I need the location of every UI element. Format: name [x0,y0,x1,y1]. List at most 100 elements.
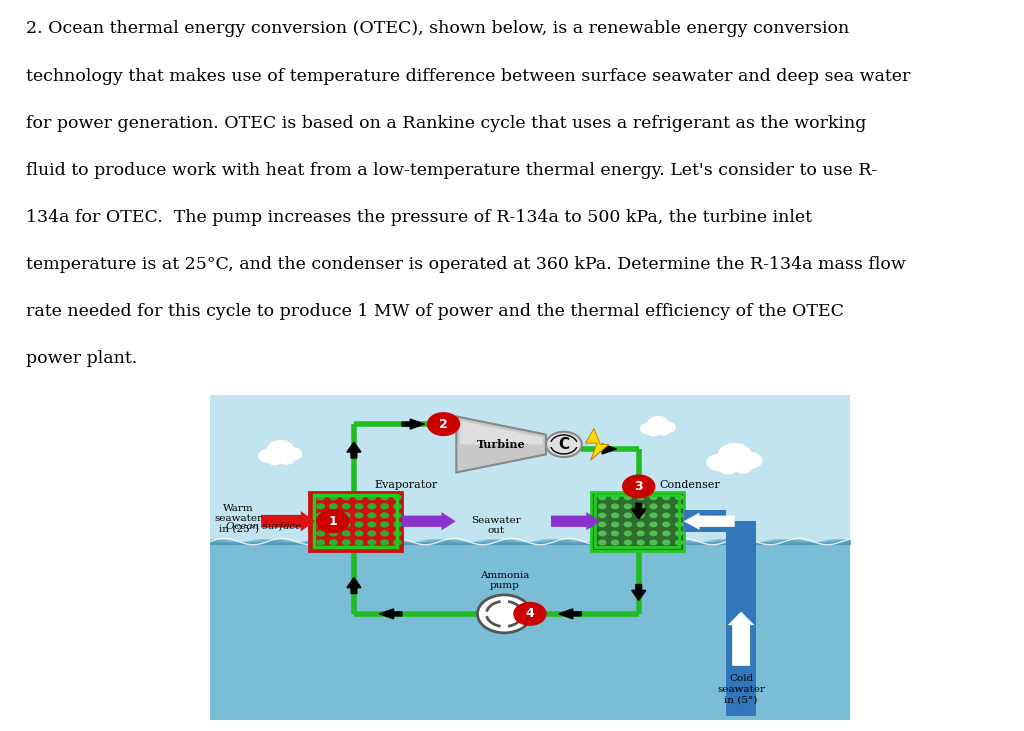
Text: C: C [558,437,569,452]
Circle shape [649,504,657,510]
Circle shape [611,521,620,527]
Circle shape [368,503,377,510]
Circle shape [354,512,364,518]
Circle shape [393,512,401,518]
Circle shape [707,454,731,471]
FancyArrow shape [401,512,456,530]
Circle shape [637,521,645,527]
Circle shape [342,494,350,501]
Circle shape [477,595,531,633]
Text: fluid to produce work with heat from a low-temperature thermal energy. Let's con: fluid to produce work with heat from a l… [26,162,877,178]
Circle shape [623,475,654,498]
Circle shape [380,503,389,510]
Circle shape [329,539,338,545]
FancyArrow shape [728,612,755,666]
Circle shape [611,504,620,510]
Circle shape [368,494,377,501]
Polygon shape [586,428,608,461]
Circle shape [611,539,620,545]
Circle shape [663,494,671,500]
Circle shape [380,530,389,537]
FancyArrow shape [600,444,616,454]
Bar [595,495,679,548]
Text: temperature is at 25°C, and the condenser is operated at 360 kPa. Determine the : temperature is at 25°C, and the condense… [26,256,905,273]
Circle shape [663,512,671,518]
Circle shape [342,530,350,537]
Circle shape [624,494,632,500]
Circle shape [675,512,683,518]
Circle shape [675,521,683,527]
Circle shape [393,494,401,501]
Circle shape [598,512,606,518]
Circle shape [611,512,620,518]
Circle shape [675,539,683,545]
Circle shape [647,428,659,436]
FancyArrow shape [551,512,600,530]
Circle shape [624,504,632,510]
Circle shape [598,504,606,510]
Circle shape [267,455,283,466]
Circle shape [640,423,656,434]
Circle shape [329,503,338,510]
Circle shape [637,504,645,510]
Polygon shape [460,420,543,444]
Circle shape [649,539,657,545]
Circle shape [649,521,657,527]
Circle shape [660,422,676,433]
Circle shape [380,539,389,545]
Circle shape [329,494,338,501]
Circle shape [354,521,364,528]
Circle shape [675,494,683,500]
Bar [684,510,726,532]
Circle shape [663,504,671,510]
Circle shape [637,512,645,518]
Circle shape [393,521,401,528]
Text: 1: 1 [329,515,337,528]
Text: Turbine: Turbine [477,439,525,450]
Circle shape [329,530,338,537]
Text: for power generation. OTEC is based on a Rankine cycle that uses a refrigerant a: for power generation. OTEC is based on a… [26,115,866,132]
Circle shape [342,539,350,545]
Circle shape [316,539,326,545]
Circle shape [342,521,350,528]
Circle shape [329,512,338,518]
Circle shape [342,503,350,510]
Circle shape [649,494,657,500]
FancyArrow shape [347,577,360,594]
Circle shape [428,413,460,436]
Circle shape [637,531,645,537]
Bar [210,542,850,720]
Circle shape [354,503,364,510]
FancyArrow shape [380,609,401,619]
Circle shape [637,494,645,500]
Circle shape [675,531,683,537]
Circle shape [663,531,671,537]
Circle shape [611,531,620,537]
Circle shape [393,503,401,510]
Circle shape [354,530,364,537]
Text: 4: 4 [525,607,535,621]
Text: Cold
seawater
in (5°): Cold seawater in (5°) [717,675,765,704]
Text: 2: 2 [439,417,447,431]
Circle shape [380,521,389,528]
Text: Warm
seawater
in (25°): Warm seawater in (25°) [215,504,263,534]
Circle shape [598,531,606,537]
Circle shape [546,432,582,457]
Circle shape [393,530,401,537]
Text: 3: 3 [635,480,643,493]
Circle shape [675,504,683,510]
Text: Condenser: Condenser [659,480,720,490]
Circle shape [393,539,401,545]
Circle shape [656,427,670,436]
Circle shape [267,440,294,459]
Circle shape [354,539,364,545]
Circle shape [316,530,326,537]
Circle shape [380,494,389,501]
Circle shape [316,503,326,510]
Circle shape [637,539,645,545]
Bar [726,521,757,716]
Circle shape [368,530,377,537]
Circle shape [380,512,389,518]
Circle shape [663,521,671,527]
FancyArrow shape [632,503,646,519]
